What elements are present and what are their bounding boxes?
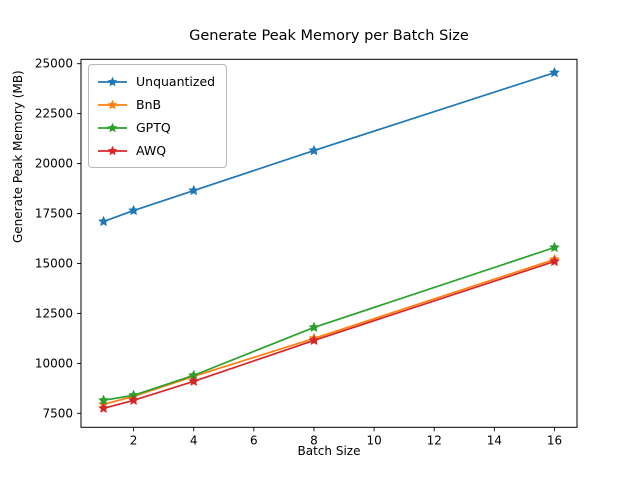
marker-star-gptq (548, 241, 560, 253)
marker-star-unquantized (548, 66, 560, 78)
marker-star-awq (188, 375, 200, 387)
marker-star-awq (548, 255, 560, 267)
y-tick-label: 20000 (35, 157, 73, 171)
x-tick-label: 16 (547, 433, 562, 447)
axes-frame (80, 58, 578, 428)
legend-item-gptq: GPTQ (97, 116, 218, 139)
legend-item-bnb: BnB (97, 93, 218, 116)
x-tick-label: 6 (250, 433, 258, 447)
marker-star-unquantized (188, 184, 200, 196)
marker-star-unquantized (98, 215, 110, 227)
legend-item-awq: AWQ (97, 139, 218, 162)
legend-label: BnB (136, 97, 162, 112)
x-tick-label: 10 (366, 433, 381, 447)
y-tick-label: 22500 (35, 107, 73, 121)
legend-label: GPTQ (136, 120, 171, 135)
y-tick-label: 7500 (42, 406, 73, 420)
marker-star-unquantized (128, 204, 140, 216)
marker-star-awq (98, 402, 110, 414)
legend-label: AWQ (136, 143, 167, 158)
series-line-gptq (103, 246, 555, 402)
marker-star-unquantized (308, 144, 320, 156)
x-tick-label: 14 (487, 433, 502, 447)
marker-star-awq (128, 394, 140, 406)
x-tick-label: 8 (310, 433, 318, 447)
y-tick-label: 25000 (35, 57, 73, 71)
marker-star-gptq (308, 321, 320, 333)
y-tick-label: 12500 (35, 306, 73, 320)
legend-label: Unquantized (136, 74, 216, 89)
y-tick-label: 17500 (35, 207, 73, 221)
marker-star-awq (308, 334, 320, 346)
series-line-awq (103, 260, 555, 410)
x-tick-label: 4 (190, 433, 198, 447)
legend: Unquantized BnB GPTQ AWQ (88, 64, 227, 168)
x-axis-label: Batch Size (297, 444, 361, 458)
x-tick-label: 12 (427, 433, 442, 447)
x-tick-label: 2 (130, 433, 138, 447)
legend-line-star-icon (98, 76, 127, 86)
chart-title: Generate Peak Memory per Batch Size (189, 28, 469, 44)
legend-line-star-icon (98, 145, 127, 155)
legend-line-star-icon (98, 122, 127, 132)
legend-line-star-icon (98, 99, 127, 109)
legend-item-unquantized: Unquantized (97, 70, 218, 93)
y-tick-label: 15000 (35, 256, 73, 270)
y-tick-label: 10000 (35, 356, 73, 370)
